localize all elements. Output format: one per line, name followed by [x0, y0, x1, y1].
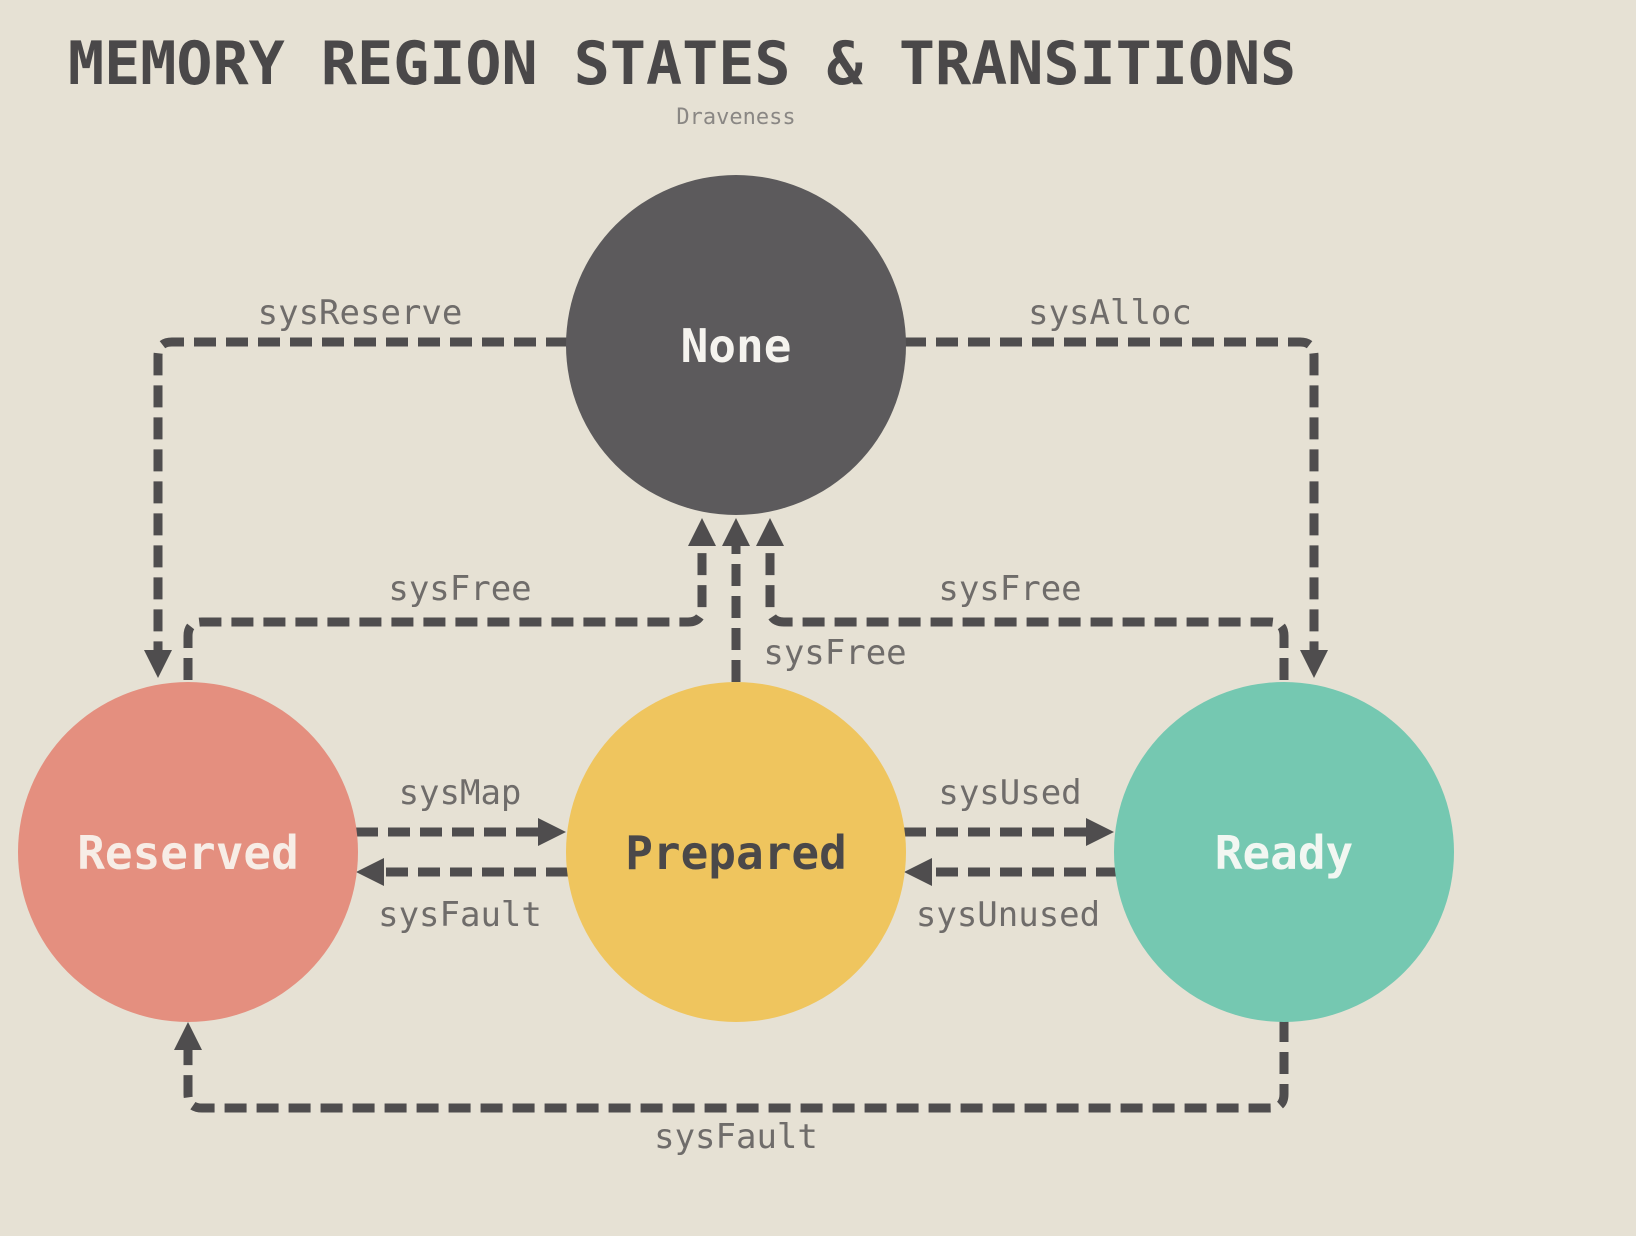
edge-reserved-to-prepared — [356, 818, 566, 846]
state-node-ready: Ready — [1114, 682, 1454, 1022]
edge-prepared-to-reserved — [356, 858, 568, 886]
state-circle-ready — [1114, 682, 1454, 1022]
state-label-none: None — [681, 319, 792, 373]
diagram-author: Draveness — [676, 105, 795, 130]
edge-label-sysreserve: sysReserve — [258, 293, 463, 333]
edge-ready-to-prepared — [904, 858, 1118, 886]
state-label-prepared: Prepared — [625, 826, 847, 880]
edge-label-sysalloc: sysAlloc — [1028, 293, 1192, 333]
diagram-title: MEMORY REGION STATES & TRANSITIONS — [68, 29, 1296, 99]
state-circle-none — [566, 175, 906, 515]
edge-label-sysfree-prepared: sysFree — [763, 633, 906, 673]
edge-reserved-to-none — [183, 518, 716, 680]
edge-label-sysfree-ready: sysFree — [938, 569, 1081, 609]
edge-label-sysfault-ready: sysFault — [654, 1117, 818, 1157]
edge-prepared-to-none — [722, 518, 750, 682]
state-label-reserved: Reserved — [77, 826, 299, 880]
edge-none-to-ready — [904, 337, 1328, 678]
state-circle-reserved — [18, 682, 358, 1022]
edge-label-sysmap: sysMap — [399, 773, 522, 813]
edge-label-sysfree-reserved: sysFree — [388, 569, 531, 609]
edge-prepared-to-ready — [904, 818, 1114, 846]
edge-label-sysfault-prepared: sysFault — [378, 895, 542, 935]
edge-label-sysunused: sysUnused — [916, 895, 1100, 935]
edge-ready-to-none — [756, 518, 1289, 680]
state-circle-prepared — [566, 682, 906, 1022]
state-node-none: None — [566, 175, 906, 515]
edge-none-to-reserved — [144, 337, 568, 678]
edge-label-sysused: sysUsed — [938, 773, 1081, 813]
state-node-prepared: Prepared — [566, 682, 906, 1022]
state-label-ready: Ready — [1215, 826, 1353, 880]
edge-ready-to-reserved — [174, 1020, 1289, 1113]
state-node-reserved: Reserved — [18, 682, 358, 1022]
